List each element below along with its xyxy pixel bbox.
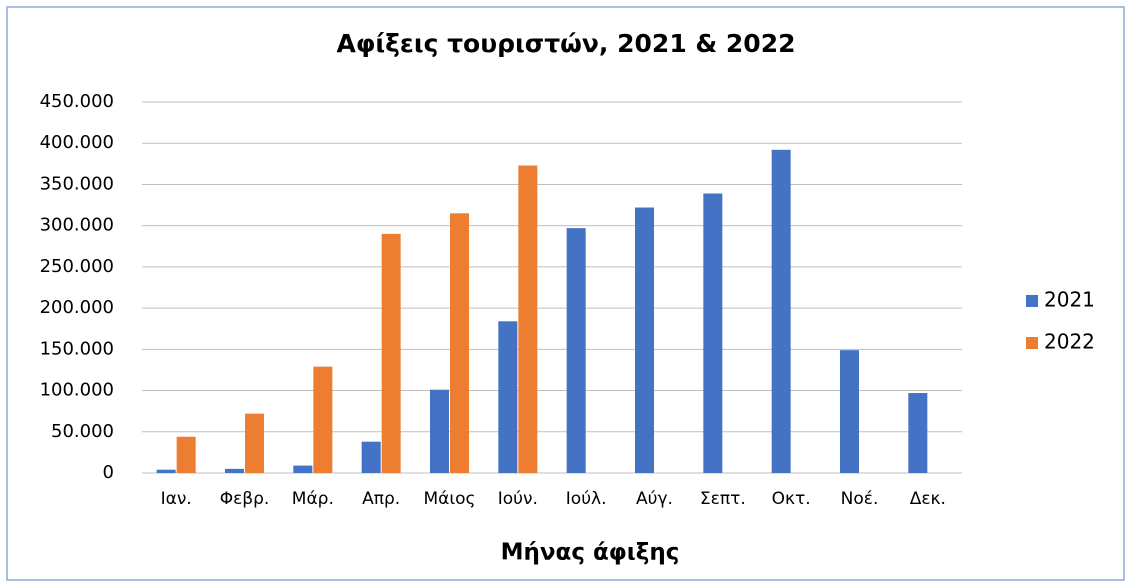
bar bbox=[156, 469, 176, 473]
bar bbox=[293, 465, 313, 473]
bar bbox=[518, 165, 538, 473]
legend-label: 2022 bbox=[1044, 330, 1095, 354]
bar bbox=[313, 366, 333, 473]
bar bbox=[245, 413, 264, 473]
bar bbox=[908, 393, 928, 473]
y-tick-label: 150.000 bbox=[40, 338, 114, 359]
x-tick-label: Φεβρ. bbox=[220, 489, 270, 509]
x-tick-label: Απρ. bbox=[362, 489, 400, 509]
y-tick-label: 100.000 bbox=[40, 380, 114, 401]
bar bbox=[498, 321, 518, 473]
x-tick-label: Νοέ. bbox=[841, 489, 879, 509]
bar bbox=[840, 350, 859, 473]
y-tick-label: 0 bbox=[103, 462, 114, 483]
x-tick-label: Ιούλ. bbox=[566, 489, 607, 509]
y-tick-label: 400.000 bbox=[40, 132, 114, 153]
y-tick-label: 200.000 bbox=[40, 297, 114, 318]
x-tick-label: Μάρ. bbox=[292, 489, 334, 509]
legend-swatch bbox=[1026, 337, 1038, 349]
legend-label: 2021 bbox=[1044, 288, 1095, 312]
y-tick-label: 450.000 bbox=[40, 91, 114, 112]
bar bbox=[361, 441, 381, 473]
bar bbox=[703, 193, 723, 473]
x-tick-label: Οκτ. bbox=[772, 489, 811, 509]
x-axis-title: Μήνας άφιξης bbox=[501, 540, 680, 566]
y-tick-label: 300.000 bbox=[40, 215, 114, 236]
bar bbox=[450, 213, 469, 474]
bar bbox=[635, 207, 654, 474]
bar bbox=[176, 436, 196, 473]
bar bbox=[381, 233, 401, 473]
x-tick-label: Δεκ. bbox=[910, 489, 946, 509]
y-tick-label: 50.000 bbox=[51, 421, 114, 442]
legend-swatch bbox=[1026, 295, 1038, 307]
y-tick-label: 350.000 bbox=[40, 173, 114, 194]
x-tick-label: Ιαν. bbox=[161, 489, 192, 509]
bar bbox=[566, 228, 586, 473]
x-tick-label: Ιούν. bbox=[498, 489, 538, 509]
x-tick-label: Σεπτ. bbox=[700, 489, 746, 509]
x-tick-label: Αύγ. bbox=[636, 489, 673, 509]
x-tick-label: Μάιος bbox=[423, 489, 475, 509]
bar bbox=[771, 149, 791, 473]
y-tick-label: 250.000 bbox=[40, 256, 114, 277]
chart-title: Αφίξεις τουριστών, 2021 & 2022 bbox=[337, 29, 796, 58]
bar bbox=[430, 389, 449, 473]
bar bbox=[225, 468, 244, 473]
